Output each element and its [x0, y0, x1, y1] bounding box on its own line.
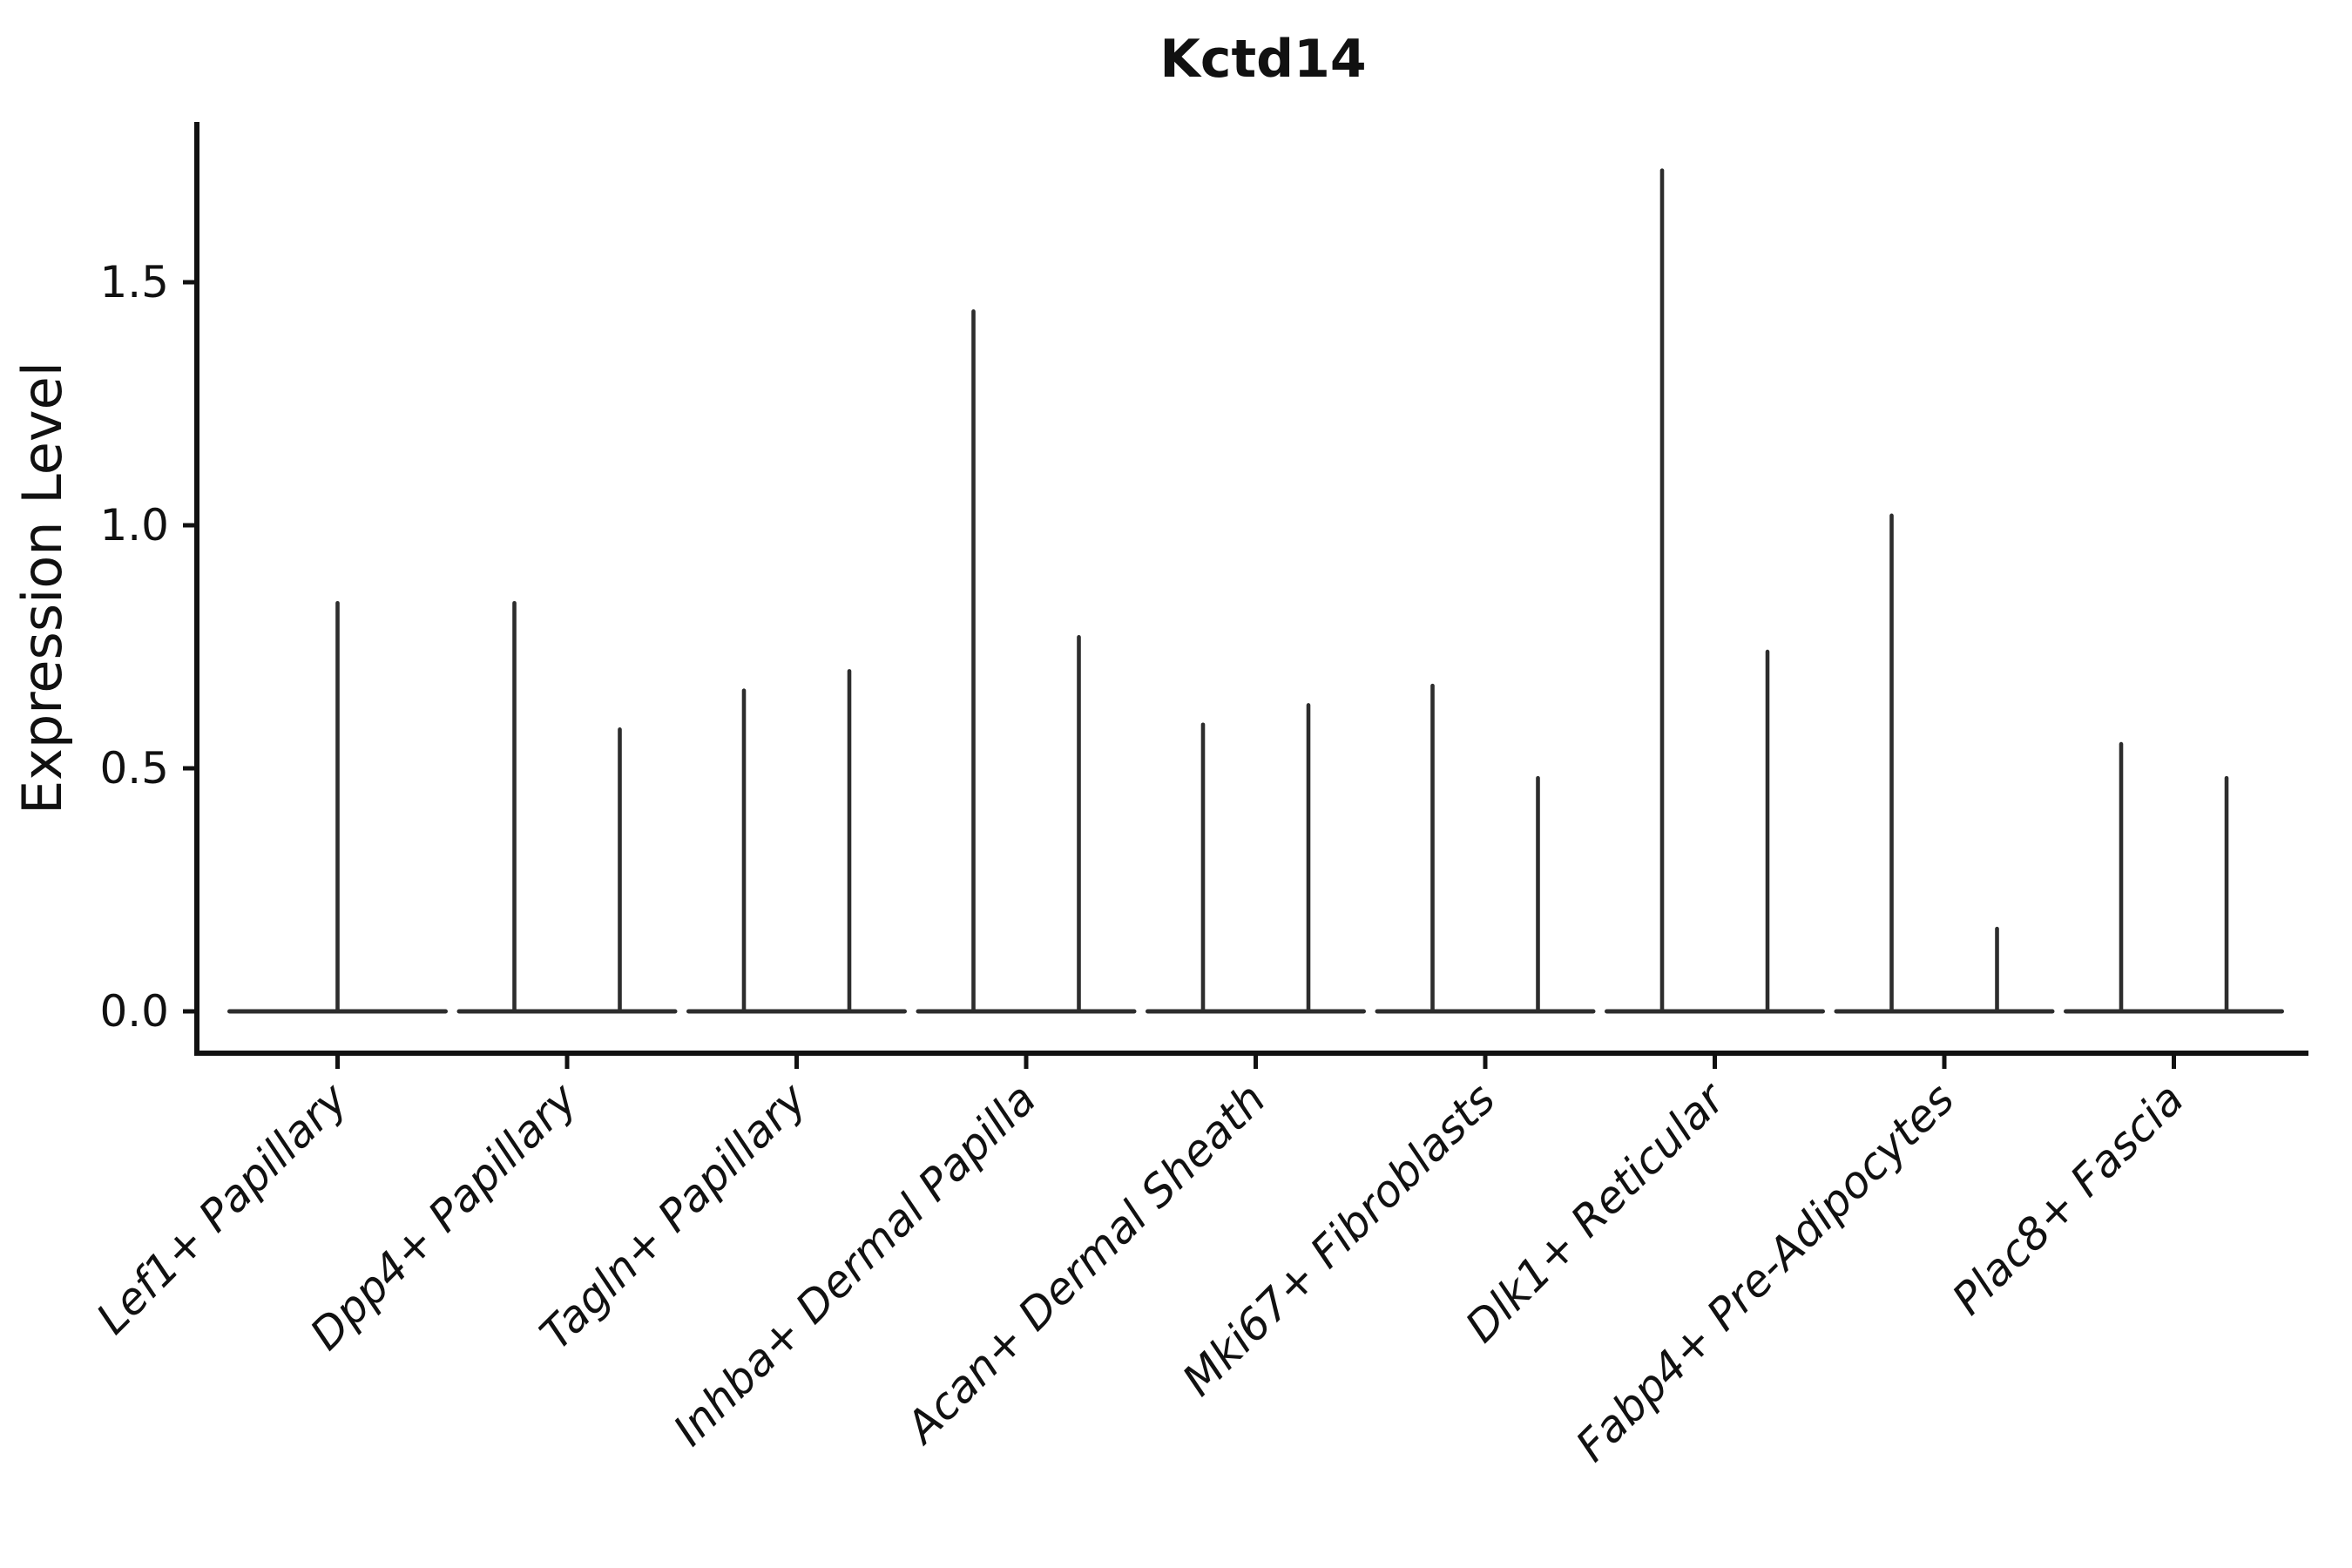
- x-tick-label: Inhba+ Dermal Papilla: [664, 1073, 1045, 1455]
- y-tick-label: 1.0: [99, 500, 169, 551]
- axes-spines: [194, 122, 2308, 1056]
- x-tick-label: Fabp4+ Pre-Adipocytes: [1566, 1073, 1964, 1471]
- y-tick-label: 0.0: [99, 986, 169, 1037]
- chart-title: Kctd14: [1159, 29, 1366, 90]
- y-axis-label: Expression Level: [10, 362, 74, 814]
- y-tick-label: 1.5: [99, 257, 169, 308]
- x-tick-label: Plac8+ Fascia: [1943, 1073, 2193, 1324]
- y-tick-label: 0.5: [99, 743, 169, 794]
- x-tick-label: Lef1+ Papillary: [87, 1072, 358, 1343]
